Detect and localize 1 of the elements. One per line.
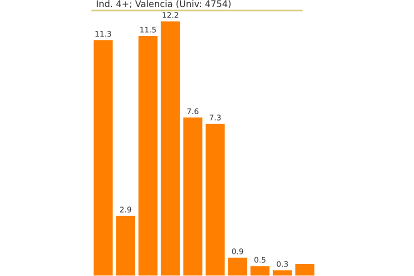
chart-title: Ind. 4+; Valencia (Univ: 4754)	[96, 0, 231, 8]
